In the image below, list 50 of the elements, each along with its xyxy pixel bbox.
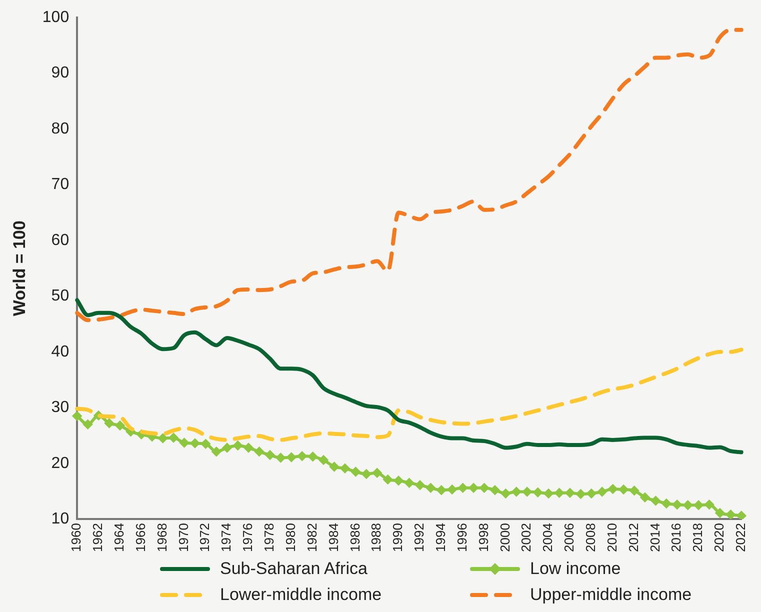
x-tick-label: 2018	[690, 523, 706, 552]
x-tick-label: 2004	[540, 523, 556, 552]
legend-label: Low income	[530, 559, 621, 579]
x-tick-label: 1970	[176, 523, 191, 552]
x-tick-label: 1998	[476, 523, 491, 552]
y-tick-label: 90	[51, 64, 70, 82]
x-tick-label: 1964	[112, 523, 127, 552]
x-tick-label: 2012	[626, 523, 641, 552]
x-tick-label: 1984	[326, 523, 341, 552]
y-tick-label: 60	[51, 232, 70, 249]
y-tick-label: 70	[51, 176, 70, 194]
legend-label: Lower-middle income	[220, 585, 382, 605]
x-tick-label: 1982	[304, 523, 320, 552]
x-tick-label: 2002	[518, 523, 534, 552]
x-tick-label: 1996	[454, 523, 470, 552]
x-tick-label: 2006	[562, 523, 577, 552]
y-tick-label: 50	[51, 288, 70, 305]
x-tick-label: 2020	[712, 523, 727, 552]
x-tick-label: 1980	[282, 523, 298, 552]
y-tick-label: 20	[51, 454, 70, 472]
y-tick-label: 80	[51, 120, 70, 138]
y-axis-title: World = 100	[10, 220, 29, 316]
line-series	[75, 348, 744, 442]
y-tick-label: 10	[51, 510, 70, 528]
x-tick-label: 1992	[412, 523, 427, 552]
x-tick-label: 1966	[132, 523, 148, 552]
x-tick-label: 2000	[497, 523, 512, 552]
line-series	[75, 28, 744, 322]
x-tick-label: 1994	[432, 523, 448, 552]
x-tick-label: 1974	[218, 523, 234, 552]
x-tick-label: 1976	[240, 523, 256, 552]
y-tick-label: 40	[51, 343, 70, 360]
x-tick-label: 1968	[154, 523, 170, 552]
x-tick-label: 1960	[68, 523, 84, 552]
x-tick-label: 1990	[390, 523, 406, 552]
x-tick-label: 2016	[668, 523, 684, 552]
x-tick-label: 2014	[647, 523, 662, 552]
legend-label: Sub-Saharan Africa	[220, 559, 368, 579]
x-tick-label: 2022	[732, 523, 748, 552]
x-tick-label: 1962	[90, 523, 106, 552]
x-tick-label: 2008	[582, 523, 598, 552]
y-tick-label: 100	[42, 9, 70, 26]
x-tick-label: 1988	[368, 523, 384, 552]
x-tick-label: 2010	[604, 523, 620, 552]
x-tick-label: 1978	[262, 523, 277, 552]
x-tick-label: 1972	[197, 523, 212, 552]
legend-label: Upper-middle income	[530, 585, 692, 605]
y-tick-label: 30	[51, 399, 70, 416]
line-series	[75, 298, 744, 454]
x-tick-label: 1986	[347, 523, 362, 552]
